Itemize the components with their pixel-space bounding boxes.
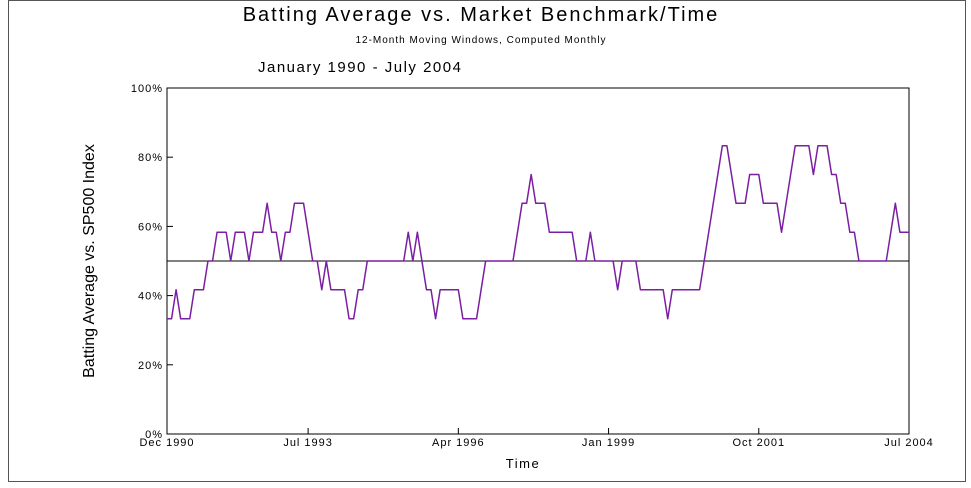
x-tick-label: Oct 2001 bbox=[732, 437, 785, 449]
x-axis-label: Time bbox=[506, 456, 540, 471]
period-label: January 1990 - July 2004 bbox=[258, 59, 462, 76]
y-tick-label: 20% bbox=[138, 360, 163, 372]
y-tick-label: 60% bbox=[138, 221, 163, 233]
y-axis-label: Batting Average vs. SP500 Index bbox=[81, 144, 98, 378]
x-tick-label: Dec 1990 bbox=[139, 437, 194, 449]
series-line bbox=[167, 145, 909, 320]
y-tick-label: 80% bbox=[138, 152, 163, 164]
x-tick-label: Apr 1996 bbox=[432, 437, 485, 449]
x-tick-label: Jan 1999 bbox=[582, 437, 635, 449]
x-tick-label: Jul 2004 bbox=[884, 437, 934, 449]
x-tick-label: Jul 1993 bbox=[283, 437, 333, 449]
y-tick-label: 40% bbox=[138, 291, 163, 303]
chart-title: Batting Average vs. Market Benchmark/Tim… bbox=[243, 4, 720, 26]
chart-subtitle: 12-Month Moving Windows, Computed Monthl… bbox=[355, 35, 606, 46]
y-tick-label: 0% bbox=[145, 429, 163, 441]
frame bbox=[8, 0, 966, 482]
y-tick-label: 100% bbox=[131, 83, 163, 95]
